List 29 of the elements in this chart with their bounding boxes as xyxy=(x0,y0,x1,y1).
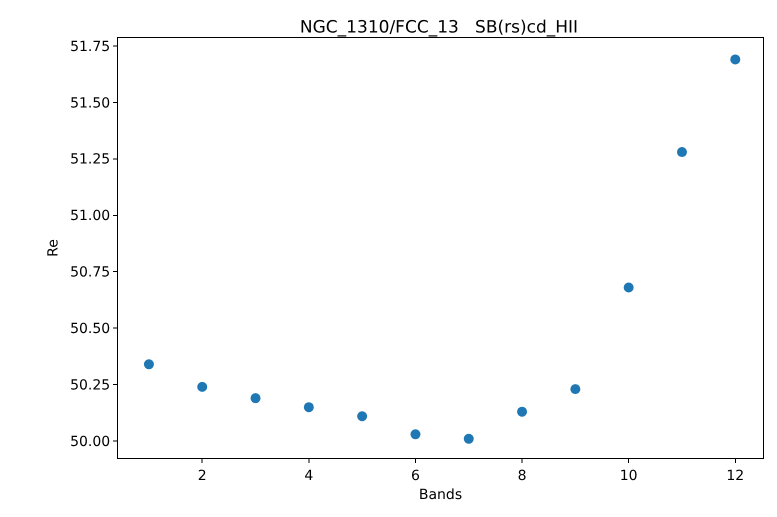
point xyxy=(304,402,314,412)
point xyxy=(357,411,368,422)
x-tick-label: 12 xyxy=(726,468,744,484)
y-tick-label: 50.50 xyxy=(70,321,110,338)
x-tick-label: 10 xyxy=(620,468,638,484)
point xyxy=(250,393,261,404)
x-tick-label: 8 xyxy=(518,468,527,484)
point xyxy=(197,382,208,392)
point xyxy=(464,434,474,444)
x-tick-label: 2 xyxy=(198,468,207,484)
chart-title: NGC_1310/FCC_13 SB(rs)cd_HII xyxy=(300,18,578,38)
point xyxy=(624,282,634,293)
point xyxy=(517,406,528,417)
y-tick-label: 51.00 xyxy=(70,208,110,224)
y-axis-title: Re xyxy=(46,239,62,257)
point xyxy=(410,429,420,440)
y-tick-label: 50.25 xyxy=(70,378,110,394)
y-tick-label: 51.50 xyxy=(70,95,110,112)
point xyxy=(570,384,580,394)
x-axis-title: Bands xyxy=(418,487,462,504)
point xyxy=(676,147,687,158)
point xyxy=(730,54,740,64)
x-tick-label: 6 xyxy=(410,468,420,484)
y-tick-label: 51.75 xyxy=(70,38,110,55)
y-tick-label: 50.75 xyxy=(70,264,110,281)
y-tick-label: 50.00 xyxy=(70,434,110,450)
point xyxy=(144,359,154,370)
x-tick-label: 4 xyxy=(304,468,314,484)
y-tick-label: 51.25 xyxy=(70,152,110,168)
